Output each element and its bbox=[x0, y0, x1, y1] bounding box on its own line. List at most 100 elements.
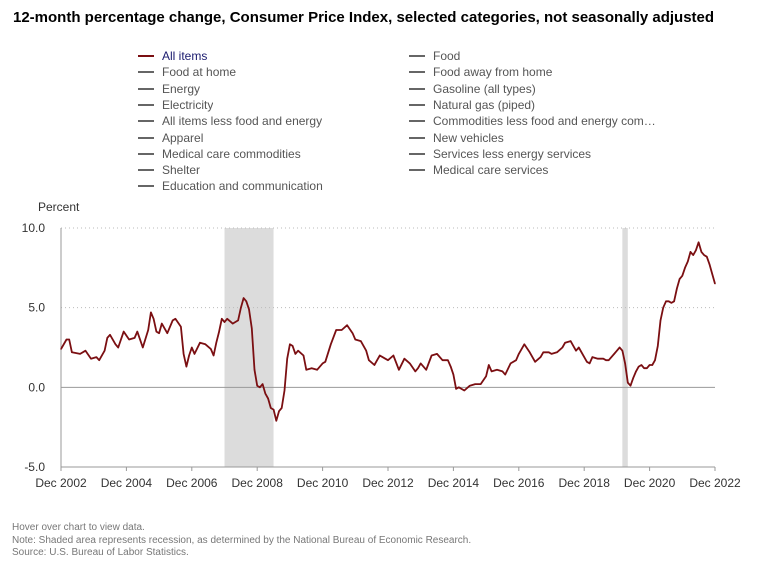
legend-label: All items less food and energy bbox=[162, 114, 323, 129]
series-layer[interactable] bbox=[60, 241, 716, 422]
chart-title: 12-month percentage change, Consumer Pri… bbox=[13, 9, 715, 26]
data-point bbox=[294, 353, 296, 355]
legend-label: Natural gas (piped) bbox=[433, 97, 536, 112]
legend-item[interactable]: Education and communication bbox=[138, 179, 323, 193]
legend-item[interactable]: Services less energy services bbox=[409, 147, 591, 161]
legend-swatch-icon bbox=[409, 103, 425, 106]
data-point bbox=[706, 256, 708, 258]
data-point bbox=[629, 385, 632, 387]
legend-swatch-icon bbox=[138, 55, 154, 57]
data-point bbox=[452, 373, 454, 376]
y-axis-label: Percent bbox=[38, 200, 80, 214]
x-tick-label: Dec 2010 bbox=[297, 476, 349, 490]
data-point bbox=[425, 369, 427, 371]
legend-item[interactable]: Natural gas (piped) bbox=[409, 98, 535, 112]
data-point bbox=[670, 302, 673, 304]
legend-item[interactable]: Medical care commodities bbox=[138, 147, 301, 161]
data-point bbox=[251, 327, 253, 329]
data-point bbox=[659, 319, 662, 322]
legend-item[interactable]: Food bbox=[409, 49, 460, 63]
data-point bbox=[204, 343, 207, 345]
data-point bbox=[646, 367, 648, 369]
data-point bbox=[373, 364, 375, 366]
legend-item[interactable]: All items less food and energy bbox=[138, 114, 322, 128]
gridlines: 10.0 5.0 0.0 -5.0 bbox=[22, 221, 715, 474]
data-point bbox=[673, 300, 675, 302]
data-point bbox=[501, 370, 504, 372]
legend-swatch-icon bbox=[138, 87, 154, 90]
data-point bbox=[668, 300, 670, 302]
recession-band bbox=[224, 228, 274, 467]
data-point bbox=[267, 397, 269, 400]
data-point bbox=[65, 338, 68, 341]
axes: Dec 2002 Dec 2004 Dec 2006 Dec 2008 Dec 2010… bbox=[35, 228, 741, 490]
data-point bbox=[665, 300, 667, 302]
data-point bbox=[556, 351, 558, 353]
data-point bbox=[248, 308, 250, 310]
legend-item[interactable]: All items bbox=[138, 49, 207, 63]
data-point bbox=[569, 340, 572, 342]
legend-swatch-icon bbox=[409, 169, 425, 172]
data-point bbox=[341, 329, 343, 331]
hover-hint: Hover over chart to view data. bbox=[12, 522, 145, 533]
legend-item[interactable]: Commodities less food and energy com… bbox=[409, 114, 656, 128]
legend-item[interactable]: Gasoline (all types) bbox=[409, 82, 536, 96]
series-line-all-items[interactable] bbox=[60, 241, 716, 422]
data-point bbox=[368, 359, 370, 361]
legend-label: Services less energy services bbox=[433, 146, 592, 161]
data-point bbox=[387, 359, 389, 361]
legend-item[interactable]: Energy bbox=[138, 82, 200, 96]
legend-item[interactable]: New vehicles bbox=[409, 131, 504, 145]
data-point bbox=[180, 326, 182, 328]
data-point bbox=[305, 369, 307, 371]
data-point bbox=[469, 385, 471, 387]
x-tick-label: Dec 2002 bbox=[35, 476, 87, 490]
data-point bbox=[188, 354, 190, 357]
data-point bbox=[708, 264, 711, 266]
data-point bbox=[608, 359, 610, 361]
data-point bbox=[283, 389, 286, 392]
data-point bbox=[714, 283, 716, 285]
legend-label: Commodities less food and energy com… bbox=[433, 114, 656, 129]
data-point bbox=[379, 354, 381, 357]
x-tick-label: Dec 2008 bbox=[232, 476, 284, 490]
legend-swatch-icon bbox=[409, 152, 425, 155]
data-point bbox=[68, 338, 70, 341]
legend-item[interactable]: Electricity bbox=[138, 98, 213, 112]
footnotes: Hover over chart to view data. Note: Sha… bbox=[12, 522, 471, 560]
data-point bbox=[226, 318, 228, 320]
data-point bbox=[117, 346, 119, 349]
data-point bbox=[627, 381, 629, 384]
data-point bbox=[245, 300, 247, 302]
recession-band bbox=[622, 228, 628, 467]
data-point bbox=[638, 366, 640, 368]
data-point bbox=[529, 351, 531, 353]
data-point bbox=[540, 356, 542, 358]
data-point bbox=[510, 362, 512, 365]
data-point bbox=[654, 359, 656, 361]
line-chart[interactable]: Percent 10.05.00.0-5.0 Dec 2002 Dec 2004 D… bbox=[0, 195, 760, 495]
x-tick-label: Dec 2004 bbox=[101, 476, 153, 490]
data-point bbox=[474, 383, 476, 385]
legend-label: Food bbox=[433, 49, 461, 63]
data-point bbox=[150, 311, 152, 314]
data-point bbox=[98, 359, 100, 361]
data-point bbox=[450, 366, 452, 368]
data-point bbox=[223, 321, 226, 323]
data-point bbox=[174, 318, 177, 320]
legend-item[interactable]: Food away from home bbox=[409, 65, 552, 79]
legend-item[interactable]: Apparel bbox=[138, 131, 203, 145]
data-point bbox=[311, 367, 313, 369]
legend-label: All items bbox=[162, 49, 208, 63]
legend-item[interactable]: Medical care services bbox=[409, 163, 548, 177]
data-point bbox=[695, 249, 697, 251]
legend-item[interactable]: Shelter bbox=[138, 163, 200, 177]
data-point bbox=[692, 254, 694, 256]
legend-label: Food at home bbox=[162, 65, 237, 80]
data-point bbox=[676, 287, 678, 290]
x-tick-label: Dec 2014 bbox=[428, 476, 480, 490]
data-point bbox=[700, 251, 702, 253]
legend-item[interactable]: Food at home bbox=[138, 65, 236, 79]
data-point bbox=[651, 364, 653, 366]
data-point bbox=[365, 350, 367, 352]
